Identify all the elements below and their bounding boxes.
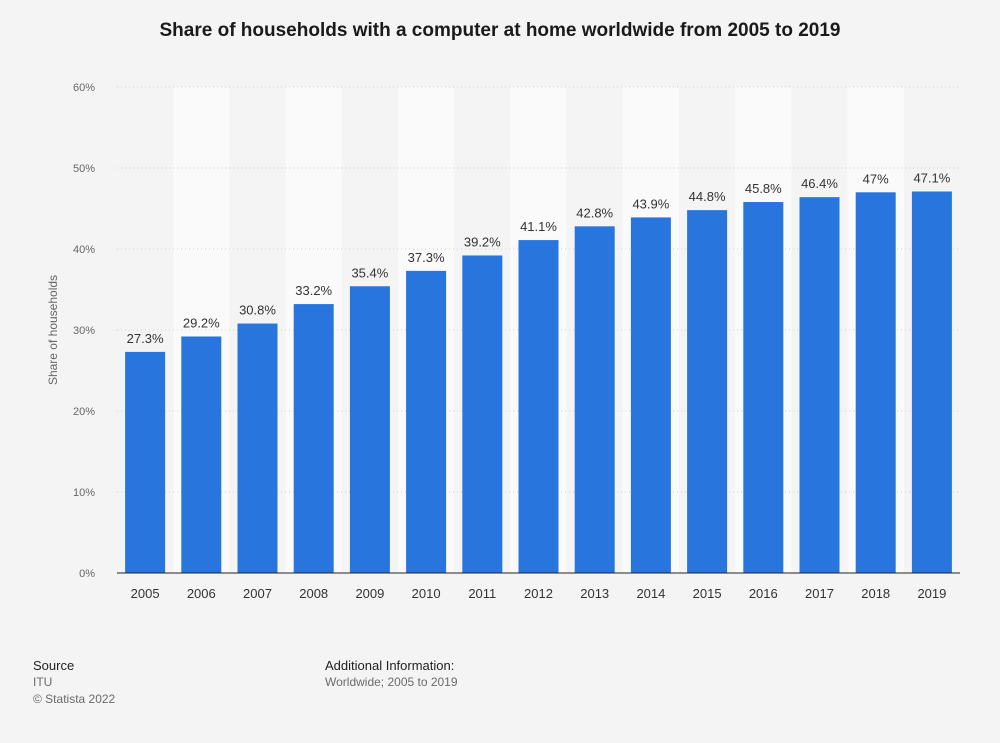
bar bbox=[237, 323, 278, 573]
bar bbox=[687, 210, 728, 573]
additional-info-text: Worldwide; 2005 to 2019 bbox=[325, 675, 458, 689]
bar bbox=[349, 286, 390, 573]
y-tick-label: 50% bbox=[73, 163, 95, 175]
bar-value-label: 35.4% bbox=[351, 265, 388, 280]
bar-value-label: 37.3% bbox=[408, 250, 445, 265]
bar bbox=[181, 336, 222, 573]
bar bbox=[630, 217, 671, 573]
y-tick-label: 30% bbox=[73, 325, 95, 337]
x-tick-label: 2008 bbox=[299, 586, 328, 601]
bar-value-label: 43.9% bbox=[632, 196, 669, 211]
bar-value-label: 47% bbox=[863, 171, 889, 186]
x-tick-label: 2015 bbox=[693, 586, 722, 601]
additional-info-heading: Additional Information: bbox=[325, 658, 455, 673]
bar-value-label: 27.3% bbox=[127, 331, 164, 346]
bar-value-label: 39.2% bbox=[464, 234, 501, 249]
bar-value-label: 44.8% bbox=[689, 189, 726, 204]
chart-title: Share of households with a computer at h… bbox=[159, 20, 841, 41]
x-tick-label: 2012 bbox=[524, 586, 553, 601]
bar bbox=[125, 351, 166, 573]
x-tick-label: 2011 bbox=[468, 586, 496, 601]
additional-info-section: Additional Information: Worldwide; 2005 … bbox=[325, 657, 458, 691]
bar bbox=[518, 240, 559, 573]
copyright-text: © Statista 2022 bbox=[33, 692, 116, 706]
source-heading: Source bbox=[33, 658, 75, 673]
bar bbox=[293, 304, 334, 573]
source-name[interactable]: ITU bbox=[33, 675, 53, 689]
bar-value-label: 41.1% bbox=[520, 219, 557, 234]
bar-value-label: 47.1% bbox=[913, 170, 950, 185]
y-tick-label: 20% bbox=[73, 406, 95, 418]
bar-value-label: 42.8% bbox=[576, 205, 613, 220]
x-tick-label: 2018 bbox=[861, 586, 890, 601]
bar-value-label: 29.2% bbox=[183, 315, 220, 330]
x-tick-label: 2010 bbox=[412, 586, 441, 601]
bar-value-label: 46.4% bbox=[801, 176, 838, 191]
bar-value-label: 45.8% bbox=[745, 181, 782, 196]
bar-value-label: 30.8% bbox=[239, 303, 276, 318]
y-tick-label: 0% bbox=[79, 568, 95, 580]
x-tick-label: 2016 bbox=[749, 586, 778, 601]
bar bbox=[855, 192, 896, 574]
y-tick-label: 60% bbox=[73, 82, 95, 94]
x-tick-label: 2006 bbox=[187, 586, 216, 601]
x-tick-label: 2007 bbox=[243, 586, 272, 601]
y-tick-label: 10% bbox=[73, 487, 95, 499]
bar bbox=[462, 255, 503, 574]
bar bbox=[406, 270, 447, 573]
x-tick-label: 2019 bbox=[917, 586, 946, 601]
bar bbox=[743, 202, 784, 573]
x-tick-label: 2009 bbox=[355, 586, 384, 601]
source-section: Source ITU © Statista 2022 bbox=[33, 657, 115, 708]
x-tick-label: 2014 bbox=[636, 586, 665, 601]
y-tick-label: 40% bbox=[73, 244, 95, 256]
bar bbox=[799, 197, 840, 573]
bar-chart: 0% 10% 20% 30% 40% 50% 60% Share of households 2… bbox=[46, 82, 960, 601]
y-axis-title: Share of households bbox=[46, 275, 60, 385]
bar-value-label: 33.2% bbox=[295, 283, 332, 298]
x-tick-label: 2005 bbox=[131, 586, 160, 601]
bar bbox=[574, 226, 615, 573]
x-tick-label: 2017 bbox=[805, 586, 834, 601]
bar bbox=[911, 191, 952, 574]
x-tick-label: 2013 bbox=[580, 586, 609, 601]
